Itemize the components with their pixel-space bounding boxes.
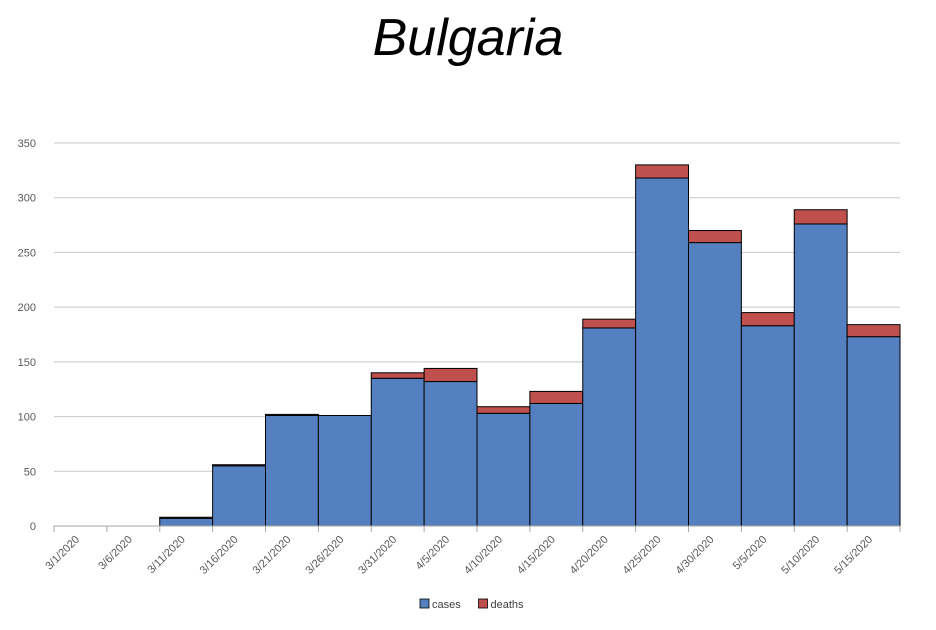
x-tick-label: 3/26/2020: [303, 534, 346, 577]
x-tick-label: 3/11/2020: [145, 534, 188, 577]
y-tick-label: 0: [30, 521, 36, 533]
bar-cases-6: [370, 377, 425, 527]
bar-deaths-15: [846, 324, 901, 338]
x-tick-label: 3/21/2020: [251, 534, 294, 577]
y-tick-label: 200: [18, 302, 36, 314]
bar-layer: [159, 164, 901, 527]
y-tick-label: 350: [18, 138, 36, 150]
bar-cases-10: [582, 327, 637, 527]
y-tick-label: 150: [18, 357, 36, 369]
bar-cases-2: [159, 517, 214, 527]
bar-cases-14: [793, 223, 848, 527]
legend-label-cases: cases: [432, 599, 461, 611]
y-tick-label: 100: [18, 412, 36, 424]
x-tick-label: 3/31/2020: [356, 534, 399, 577]
x-tick-label: 3/16/2020: [198, 534, 241, 577]
x-tick-label: 5/5/2020: [731, 534, 770, 573]
legend-swatch-deaths: [478, 598, 488, 609]
legend-swatch-cases: [419, 598, 430, 609]
y-axis-ticks: 0 50 100 150 200 250 300 350: [18, 138, 36, 533]
x-tick-label: 5/15/2020: [832, 534, 875, 577]
y-tick-label: 300: [18, 193, 36, 205]
bar-cases-7: [423, 381, 478, 527]
x-tick-label: 4/5/2020: [413, 534, 452, 573]
bar-cases-12: [688, 242, 742, 527]
legend: cases deaths: [419, 598, 525, 611]
x-axis-ticks: 3/1/2020 3/6/2020 3/11/2020 3/16/2020 3/21/2…: [43, 534, 875, 577]
bar-deaths-4: [265, 413, 319, 416]
legend-label-deaths: deaths: [491, 599, 525, 611]
x-tick-label: 4/10/2020: [462, 534, 505, 577]
bar-cases-13: [740, 325, 795, 527]
bar-deaths-11: [635, 164, 689, 179]
bar-cases-4: [265, 414, 319, 527]
bar-deaths-9: [529, 390, 584, 404]
x-tick-label: 4/30/2020: [674, 534, 717, 577]
bar-cases-11: [635, 177, 689, 527]
bar-cases-9: [529, 402, 584, 527]
x-tick-label: 4/15/2020: [515, 534, 558, 577]
chart-title: Bulgaria: [372, 9, 564, 67]
y-tick-label: 250: [18, 247, 36, 259]
x-axis: [53, 525, 901, 532]
bar-deaths-7: [423, 367, 478, 383]
x-tick-label: 5/10/2020: [779, 534, 822, 577]
x-tick-label: 4/25/2020: [621, 534, 664, 577]
bar-deaths-10: [582, 318, 637, 329]
bar-cases-3: [212, 465, 266, 527]
bar-deaths-12: [688, 230, 742, 244]
bar-deaths-3: [212, 464, 266, 467]
bar-deaths-8: [476, 406, 531, 414]
bar-cases-5: [317, 414, 372, 527]
x-tick-label: 3/6/2020: [96, 534, 135, 573]
bar-deaths-13: [740, 312, 795, 327]
x-tick-label: 4/20/2020: [568, 534, 611, 577]
bar-deaths-6: [370, 372, 425, 379]
bar-deaths-2: [159, 516, 214, 519]
bar-cases-15: [846, 336, 901, 527]
y-tick-label: 50: [24, 466, 36, 478]
x-tick-label: 3/1/2020: [43, 534, 82, 573]
bar-cases-8: [476, 412, 531, 527]
bar-deaths-14: [793, 209, 848, 225]
